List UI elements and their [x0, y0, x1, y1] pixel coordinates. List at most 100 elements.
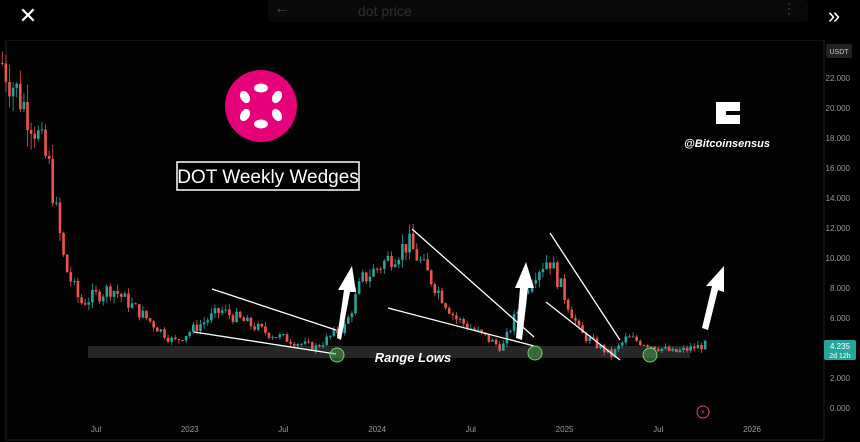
candle-body	[206, 320, 210, 323]
x-tick-label: 2024	[368, 425, 386, 434]
candle-body	[303, 341, 307, 344]
chart-title: DOT Weekly Wedges	[177, 167, 359, 188]
candle-body	[195, 324, 199, 331]
candle-body	[563, 278, 566, 300]
candle-body	[325, 336, 328, 346]
candle-body	[328, 335, 332, 337]
candle-body	[47, 155, 51, 159]
candle-body	[173, 337, 177, 340]
candle-body	[581, 325, 584, 334]
candle-body	[98, 291, 101, 302]
range-low-marker-1	[329, 347, 345, 363]
svg-text:⚡: ⚡	[700, 408, 706, 417]
candle-body	[44, 129, 47, 156]
candle-body	[15, 83, 19, 88]
candle-body	[213, 308, 217, 314]
y-tick-label: 20.000	[826, 104, 851, 113]
candle-body	[620, 342, 624, 346]
candle-body	[29, 130, 33, 134]
candle-body	[177, 339, 181, 341]
candle-body	[465, 323, 469, 329]
candle-body	[87, 302, 91, 305]
candle-body	[192, 324, 195, 333]
candle-body	[65, 254, 69, 273]
wedge-3-lower-line	[545, 301, 621, 361]
candle-body	[307, 341, 310, 343]
y-tick-label: 16.000	[826, 164, 851, 173]
close-icon[interactable]: ✕	[18, 3, 38, 28]
candle-body	[285, 334, 289, 342]
back-arrow-icon[interactable]: ←	[274, 0, 290, 17]
candle-body	[368, 276, 372, 282]
candle-body	[314, 345, 318, 351]
range-low-markers	[329, 345, 658, 363]
annotation-range-lows: Range Lows	[375, 350, 452, 365]
candle-body	[264, 326, 267, 333]
x-tick-label: 2026	[743, 425, 761, 434]
candle-body	[365, 272, 368, 282]
candle-body	[55, 202, 58, 204]
candle-body	[202, 322, 206, 325]
candle-body	[545, 262, 548, 270]
candle-body	[678, 349, 682, 353]
candle-body	[440, 290, 444, 304]
candle-body	[4, 63, 8, 83]
candle-body	[660, 348, 664, 351]
candle-body	[458, 318, 462, 320]
candle-body	[51, 158, 55, 204]
candle-body	[318, 345, 321, 347]
range-low-marker-2	[527, 345, 543, 361]
candle-body	[238, 311, 242, 318]
wedge-2-lower-line	[387, 307, 535, 347]
currency-label: USDT	[829, 49, 849, 56]
currency-tag	[826, 44, 852, 58]
candle-body	[296, 344, 300, 346]
top-bar: dot price ← ⋮ ✕ »	[0, 0, 860, 40]
candle-body	[112, 291, 116, 297]
candle-body	[300, 343, 303, 345]
candle-body	[217, 308, 220, 313]
candle-body	[260, 323, 264, 327]
double-chevron-right-icon[interactable]: »	[827, 3, 841, 28]
lightning-icon[interactable]	[696, 405, 710, 419]
candle-body	[498, 344, 501, 351]
candle-body	[375, 268, 379, 270]
candle-body	[379, 268, 383, 270]
breakout-arrow-icon	[515, 262, 534, 340]
search-text[interactable]: dot price	[358, 3, 412, 19]
search-bar[interactable]: dot price	[268, 0, 808, 22]
y-tick-label: 8.000	[830, 284, 851, 293]
candle-body	[170, 337, 173, 342]
candle-body	[422, 259, 426, 261]
range-lows-band	[88, 346, 690, 358]
candle-body	[199, 324, 202, 331]
candle-body	[181, 340, 184, 342]
candle-body	[646, 345, 649, 348]
candle-body	[372, 268, 375, 277]
candle-body	[588, 337, 592, 341]
y-tick-label: 14.000	[826, 194, 851, 203]
more-icon[interactable]: ⋮	[782, 0, 796, 16]
candle-body	[574, 318, 577, 321]
bar-countdown: 2d 12h	[829, 353, 851, 360]
candle-body	[220, 310, 224, 313]
candle-body	[383, 260, 386, 269]
candle-body	[289, 341, 292, 344]
candle-body	[141, 310, 145, 318]
candle-body	[8, 82, 11, 97]
candle-body	[584, 333, 588, 341]
candle-body	[336, 329, 339, 334]
candle-body	[556, 262, 559, 287]
candle-body	[163, 329, 166, 338]
candle-body	[397, 259, 401, 265]
y-tick-label: 18.000	[826, 134, 851, 143]
candle-body	[642, 344, 646, 346]
candle-body	[166, 337, 170, 342]
price-chart[interactable]: 0.0002.0004.0006.0008.00010.00012.00014.…	[0, 40, 860, 442]
candle-body	[80, 297, 83, 304]
candle-body	[278, 334, 282, 338]
candle-body	[512, 314, 516, 331]
candle-body	[404, 243, 408, 253]
candle-body	[267, 332, 271, 338]
candle-body	[667, 347, 671, 351]
